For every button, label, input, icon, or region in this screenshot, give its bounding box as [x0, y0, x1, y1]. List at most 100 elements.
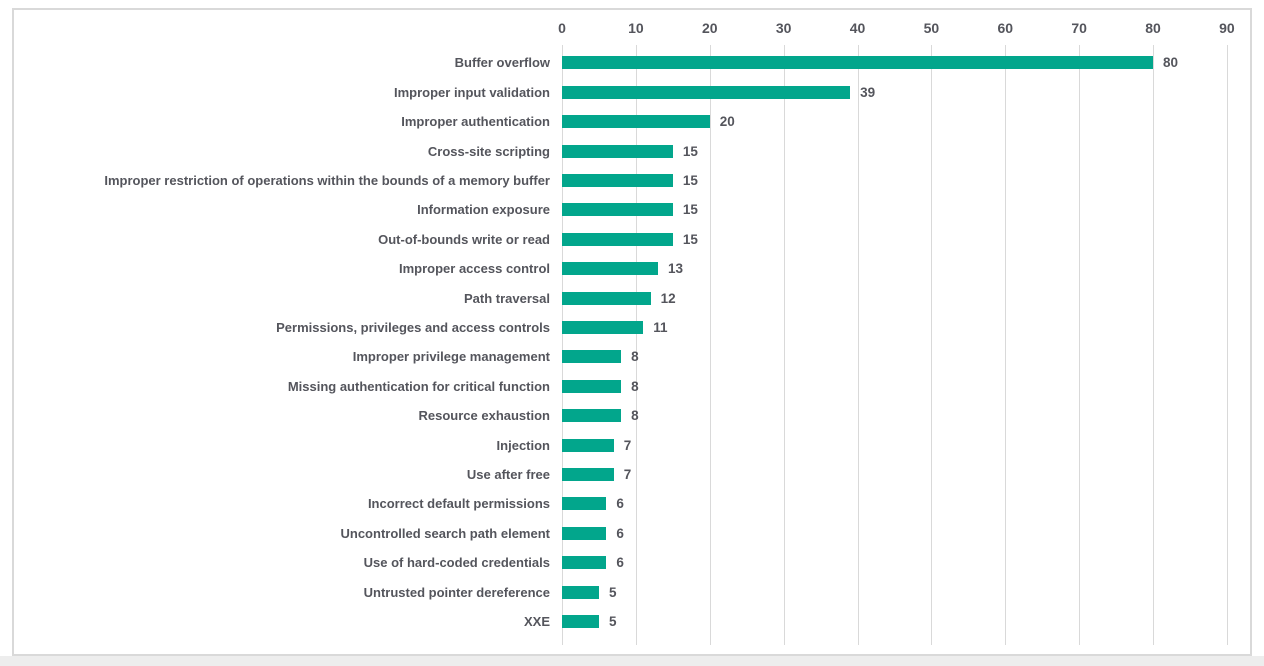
- bar: [562, 321, 644, 335]
- gridline: [1005, 45, 1007, 645]
- category-label: Uncontrolled search path element: [340, 525, 551, 541]
- category-label: Information exposure: [417, 202, 550, 218]
- bar-row: Incorrect default permissions 6: [14, 489, 1250, 518]
- category-label: Improper access control: [399, 261, 550, 277]
- gridline: [1079, 45, 1081, 645]
- bar-row: Buffer overflow 80: [14, 48, 1250, 77]
- bar-row: Improper restriction of operations withi…: [14, 166, 1250, 195]
- category-label: Cross-site scripting: [427, 143, 550, 159]
- bar-chart-frame: 0 10 20 30 40 50 60 70 80 90 Buffer overflow 80 Imp…: [12, 8, 1252, 656]
- bar: [562, 262, 659, 276]
- bar-row: Permissions, privileges and access contr…: [14, 313, 1250, 342]
- category-label: Buffer overflow: [454, 55, 550, 71]
- bar: [562, 291, 651, 305]
- x-tick-label: 70: [1071, 20, 1087, 36]
- bar: [562, 615, 599, 629]
- category-label: Missing authentication for critical func…: [287, 378, 550, 394]
- bar-row: Information exposure 15: [14, 195, 1250, 224]
- value-label: 20: [719, 114, 735, 130]
- bar: [562, 409, 622, 423]
- bar-row: Resource exhaustion 8: [14, 401, 1250, 430]
- category-label: Incorrect default permissions: [367, 496, 550, 512]
- gridline: [1226, 45, 1228, 645]
- category-label: Resource exhaustion: [418, 408, 551, 424]
- gridline: [709, 45, 711, 645]
- bar: [562, 85, 851, 99]
- bar: [562, 350, 622, 364]
- bar: [562, 438, 614, 452]
- bar-row: Uncontrolled search path element 6: [14, 519, 1250, 548]
- category-label: Improper restriction of operations withi…: [104, 173, 550, 189]
- value-label: 6: [616, 496, 624, 512]
- bar-row: Untrusted pointer dereference 5: [14, 578, 1250, 607]
- value-label: 8: [631, 408, 639, 424]
- category-label: Out-of-bounds write or read: [378, 231, 550, 247]
- x-tick-label: 30: [775, 20, 792, 36]
- bar-row: Improper authentication 20: [14, 107, 1250, 136]
- value-label: 8: [631, 378, 639, 394]
- category-label: Use of hard-coded credentials: [363, 555, 550, 571]
- gridline: [562, 45, 563, 645]
- bar: [562, 497, 607, 511]
- category-label: Path traversal: [464, 290, 550, 306]
- category-label: Use after free: [466, 467, 550, 483]
- bar: [562, 174, 673, 188]
- x-tick-label: 40: [849, 20, 866, 36]
- x-tick-label: 10: [628, 20, 644, 36]
- x-tick-label: 50: [923, 20, 940, 36]
- bar-row: Missing authentication for critical func…: [14, 372, 1250, 401]
- bar-row: Path traversal 12: [14, 284, 1250, 313]
- bar-row: Improper input validation 39: [14, 78, 1250, 107]
- value-label: 15: [682, 173, 698, 189]
- bar: [562, 379, 622, 393]
- bar-row: Out-of-bounds write or read 15: [14, 225, 1250, 254]
- bar-row: XXE 5: [14, 607, 1250, 636]
- x-tick-label: 90: [1219, 20, 1235, 36]
- value-label: 15: [682, 143, 698, 159]
- value-label: 5: [608, 614, 617, 630]
- bar: [562, 203, 673, 217]
- value-label: 6: [616, 555, 624, 571]
- category-label: Injection: [496, 437, 550, 453]
- value-label: 7: [623, 437, 632, 453]
- category-label: Improper authentication: [401, 114, 550, 130]
- value-label: 8: [631, 349, 639, 365]
- value-label: 11: [653, 320, 668, 336]
- bar: [562, 585, 599, 599]
- bar-row: Improper privilege management 8: [14, 342, 1250, 371]
- bar: [562, 56, 1153, 70]
- x-tick-label: 80: [1145, 20, 1161, 36]
- category-label: Permissions, privileges and access contr…: [276, 320, 550, 336]
- bar-row: Use after free 7: [14, 460, 1250, 489]
- gridline: [635, 45, 637, 645]
- bar: [562, 526, 607, 540]
- bar: [562, 468, 614, 482]
- category-label: XXE: [523, 614, 550, 630]
- gridline: [1153, 45, 1154, 645]
- value-label: 13: [668, 261, 684, 277]
- bar: [562, 115, 710, 129]
- x-tick-label: 60: [997, 20, 1014, 36]
- category-label: Untrusted pointer dereference: [363, 584, 550, 600]
- value-label: 12: [660, 290, 676, 306]
- category-label: Improper input validation: [393, 84, 550, 100]
- gridline: [857, 45, 859, 645]
- bar-row: Improper access control 13: [14, 254, 1250, 283]
- value-label: 5: [608, 584, 617, 600]
- bar: [562, 556, 607, 570]
- category-label: Improper privilege management: [352, 349, 550, 365]
- x-tick-label: 20: [701, 20, 718, 36]
- value-label: 39: [860, 84, 876, 100]
- bar-row: Cross-site scripting 15: [14, 137, 1250, 166]
- bottom-strip: [0, 656, 1264, 666]
- value-label: 15: [682, 202, 698, 218]
- bar-row: Injection 7: [14, 431, 1250, 460]
- value-label: 80: [1163, 55, 1179, 71]
- value-label: 15: [682, 231, 698, 247]
- gridline: [931, 45, 933, 645]
- bar: [562, 144, 673, 158]
- x-tick-label: 0: [558, 20, 566, 36]
- value-label: 7: [623, 467, 632, 483]
- value-label: 6: [616, 525, 624, 541]
